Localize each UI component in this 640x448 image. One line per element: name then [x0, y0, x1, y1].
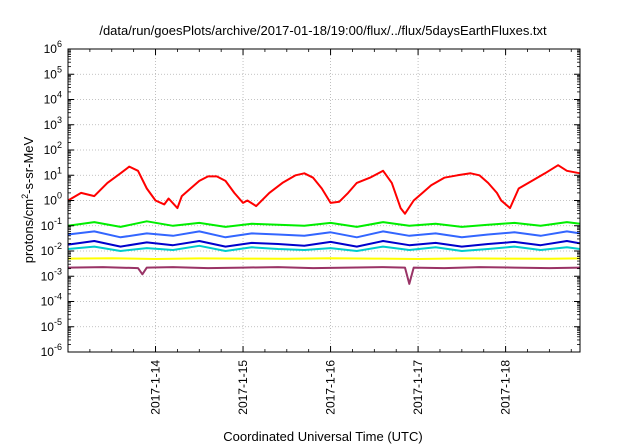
series-line-1 [67, 220, 581, 228]
y-tick-label: 10-6 [41, 342, 62, 359]
y-tick-label: 101 [44, 165, 62, 182]
y-tick-label: 105 [44, 64, 62, 81]
y-tick-label: 10-4 [41, 292, 62, 309]
y-axis-label-sup: 2 [20, 194, 30, 199]
y-tick-label: 10-2 [41, 241, 62, 258]
chart-title: /data/run/goesPlots/archive/2017-01-18/1… [99, 23, 547, 38]
y-tick-label: 104 [44, 90, 62, 107]
y-axis-label-base: protons/cm [21, 199, 36, 263]
series-line-3 [67, 230, 581, 239]
y-tick-label: 103 [44, 115, 62, 132]
x-tick-label: 2017-1-16 [324, 360, 338, 415]
series-line-4 [67, 240, 581, 248]
series-line-0 [67, 164, 581, 215]
y-axis: 106 105 104 103 102 101 100 10-1 10-2 10-3 10-4 10-… [41, 39, 580, 359]
y-tick-label: 106 [44, 39, 62, 56]
x-axis-label: Coordinated Universal Time (UTC) [223, 429, 422, 444]
x-axis: 2017-1-14 2017-1-15 2017-1-16 2017-1-17 2017… [89, 49, 572, 415]
x-tick-label: 2017-1-17 [411, 360, 425, 415]
series-group [67, 164, 581, 285]
y-tick-label: 10-1 [41, 216, 62, 233]
y-tick-label: 10-3 [41, 266, 62, 283]
series-line-5 [67, 257, 581, 260]
series-line-2 [67, 244, 581, 252]
series-line-6 [67, 266, 581, 285]
y-axis-label-rest: -s-sr-MeV [21, 136, 36, 193]
y-tick-label: 100 [44, 191, 62, 208]
y-tick-label: 10-5 [41, 317, 62, 334]
y-axis-label: protons/cm2-s-sr-MeV [20, 136, 36, 263]
x-tick-label: 2017-1-18 [499, 360, 513, 415]
x-tick-label: 2017-1-15 [236, 360, 250, 415]
x-tick-label: 2017-1-14 [149, 360, 163, 415]
y-tick-label: 102 [44, 140, 62, 157]
grid-lines [68, 49, 580, 352]
